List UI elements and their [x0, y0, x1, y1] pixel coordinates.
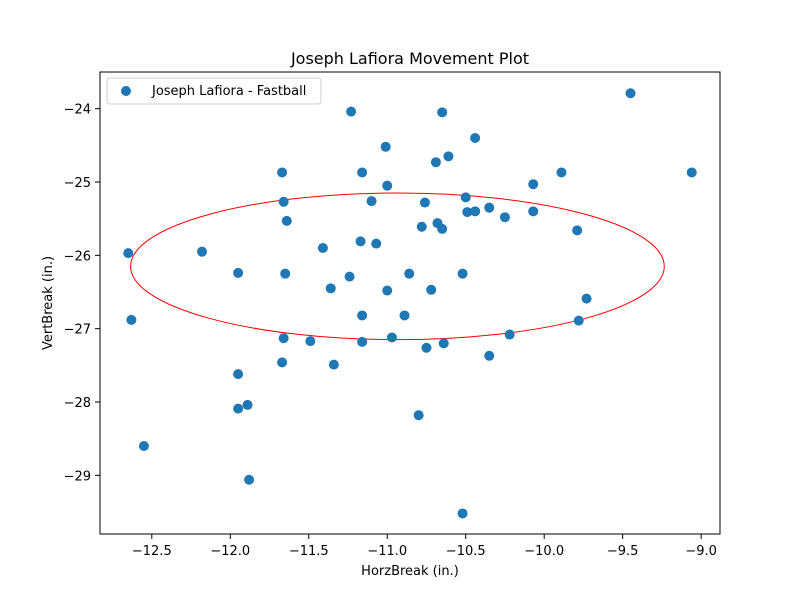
scatter-point [280, 268, 291, 279]
legend-box [106, 77, 322, 105]
scatter-point [504, 329, 515, 340]
scatter-point [371, 238, 382, 249]
y-tick-label: −28 [64, 396, 91, 411]
x-tick-label: −10.5 [446, 544, 486, 559]
scatter-point [460, 192, 471, 203]
legend: Joseph Lafiora - Fastball [106, 77, 322, 105]
scatter-point [346, 106, 357, 117]
chart-title: Joseph Lafiora Movement Plot [290, 49, 529, 68]
y-tick-label: −27 [64, 323, 91, 338]
scatter-point [233, 403, 244, 414]
scatter-point [380, 141, 391, 152]
scatter-point [528, 179, 539, 190]
scatter-point [325, 283, 336, 294]
scatter-point [355, 236, 366, 247]
scatter-point [430, 157, 441, 168]
scatter-point [357, 336, 368, 347]
scatter-point [317, 243, 328, 253]
x-axis: −12.5 −12.0 −11.5 −11.0 −10.5 −10.0 −9.5 −9.0 [132, 534, 717, 559]
x-tick-label: −9.5 [607, 544, 639, 559]
scatter-point [426, 284, 437, 295]
scatter-point [404, 268, 415, 279]
scatter-point [443, 151, 454, 162]
plot-area [123, 88, 697, 519]
plot-frame [99, 71, 721, 535]
y-axis-label: VertBreak (in.) [41, 256, 56, 350]
scatter-point [421, 342, 432, 353]
scatter-point [328, 359, 339, 370]
scatter-point [528, 206, 539, 217]
scatter-point [382, 285, 393, 296]
scatter-point [277, 167, 288, 178]
scatter-point [244, 474, 255, 485]
scatter-point [438, 338, 449, 349]
y-tick-label: −26 [64, 249, 91, 264]
legend-marker [121, 86, 131, 96]
confidence-ellipse [130, 192, 665, 341]
scatter-point [366, 196, 377, 207]
scatter-point [126, 314, 137, 325]
scatter-point [281, 215, 292, 226]
x-tick-label: −9.0 [685, 544, 717, 559]
scatter-point [470, 206, 481, 217]
scatter-point [416, 221, 427, 232]
scatter-point [382, 180, 393, 191]
scatter-point [573, 315, 584, 326]
x-tick-label: −10.0 [524, 544, 564, 559]
scatter-point [581, 293, 592, 304]
scatter-point [138, 441, 149, 451]
x-axis-label: HorzBreak (in.) [361, 564, 459, 579]
scatter-point [457, 508, 468, 519]
scatter-point [462, 207, 473, 218]
scatter-point [686, 167, 697, 178]
scatter-point [437, 107, 448, 118]
scatter-point [386, 332, 397, 343]
scatter-point [123, 248, 134, 259]
scatter-point [357, 167, 368, 178]
scatter-point [484, 202, 495, 213]
x-tick-label: −11.0 [367, 544, 407, 559]
scatter-point [556, 167, 567, 178]
y-axis: −29 −28 −27 −26 −25 −24 [64, 103, 100, 484]
scatter-point [470, 133, 481, 143]
scatter-point [278, 196, 289, 207]
x-tick-label: −11.5 [289, 544, 329, 559]
scatter-point [278, 333, 289, 344]
scatter-point [419, 197, 430, 208]
scatter-point [484, 350, 495, 361]
scatter-point [572, 225, 583, 236]
scatter-point [437, 223, 448, 234]
y-tick-label: −25 [64, 176, 91, 191]
scatter-point [399, 310, 410, 321]
scatter-point [197, 246, 208, 257]
scatter-point [344, 271, 355, 282]
scatter-point [625, 88, 636, 99]
scatter-point [277, 357, 288, 368]
scatter-point [457, 268, 468, 279]
legend-label: Joseph Lafiora - Fastball [151, 84, 306, 99]
scatter-point [413, 410, 424, 421]
y-tick-label: −29 [64, 469, 91, 484]
x-tick-label: −12.5 [132, 544, 172, 559]
scatter-point [357, 310, 368, 321]
scatter-point [233, 267, 244, 278]
x-tick-label: −12.0 [210, 544, 250, 559]
scatter-point [305, 336, 316, 347]
scatter-point [233, 369, 244, 380]
y-tick-label: −24 [64, 103, 91, 118]
scatter-point [499, 212, 510, 223]
scatter-point [242, 399, 253, 410]
